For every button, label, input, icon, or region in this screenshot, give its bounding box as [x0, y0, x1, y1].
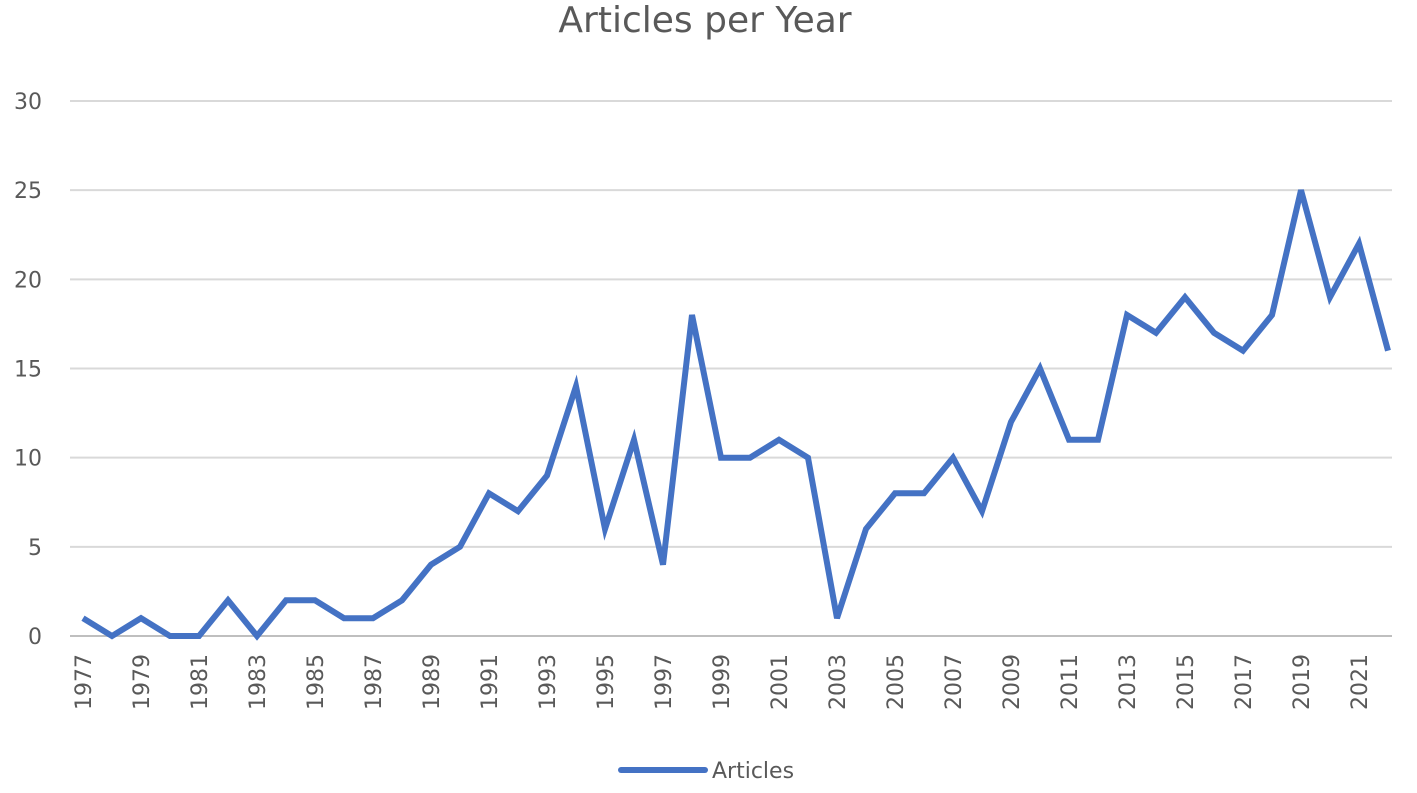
y-tick-label-25: 25: [14, 179, 42, 204]
x-tick-label-1981: 1981: [188, 654, 213, 710]
x-tick-label-1989: 1989: [420, 654, 445, 710]
chart-title: Articles per Year: [558, 0, 851, 41]
x-tick-label-2017: 2017: [1232, 654, 1257, 710]
y-tick-label-10: 10: [14, 447, 42, 472]
x-tick-label-1983: 1983: [246, 654, 271, 710]
x-tick-label-1995: 1995: [594, 654, 619, 710]
x-tick-label-1993: 1993: [536, 654, 561, 710]
x-tick-label-2001: 2001: [768, 654, 793, 710]
x-tick-label-2015: 2015: [1174, 654, 1199, 710]
legend: Articles: [618, 759, 794, 784]
x-tick-label-1997: 1997: [652, 654, 677, 710]
x-tick-label-1977: 1977: [72, 654, 97, 710]
y-axis-ticks: 0 5 10 15 20 25 30: [14, 90, 42, 650]
x-tick-label-1985: 1985: [304, 654, 329, 710]
y-tick-label-0: 0: [28, 625, 42, 650]
gridlines: [70, 100, 1392, 637]
x-tick-label-2007: 2007: [942, 654, 967, 710]
y-tick-label-15: 15: [14, 358, 42, 383]
y-tick-label-5: 5: [28, 536, 42, 561]
x-tick-label-2003: 2003: [826, 654, 851, 710]
x-tick-label-2019: 2019: [1290, 654, 1315, 710]
series-layer: [81, 189, 1391, 641]
x-tick-label-2021: 2021: [1348, 654, 1373, 710]
series-line-articles: [81, 189, 1391, 641]
legend-label-articles: Articles: [712, 759, 794, 784]
x-tick-label-1979: 1979: [130, 654, 155, 710]
x-tick-label-2013: 2013: [1116, 654, 1141, 710]
x-axis-ticks: 1977 1979 1981 1983 1985 1987 1989 1991 1993 1995…: [72, 654, 1373, 710]
x-tick-label-1991: 1991: [478, 654, 503, 710]
x-tick-label-2005: 2005: [884, 654, 909, 710]
x-tick-label-2009: 2009: [1000, 654, 1025, 710]
y-tick-label-20: 20: [14, 268, 42, 293]
x-tick-label-1999: 1999: [710, 654, 735, 710]
x-tick-label-1987: 1987: [362, 654, 387, 710]
x-tick-label-2011: 2011: [1058, 654, 1083, 710]
y-tick-label-30: 30: [14, 90, 42, 115]
